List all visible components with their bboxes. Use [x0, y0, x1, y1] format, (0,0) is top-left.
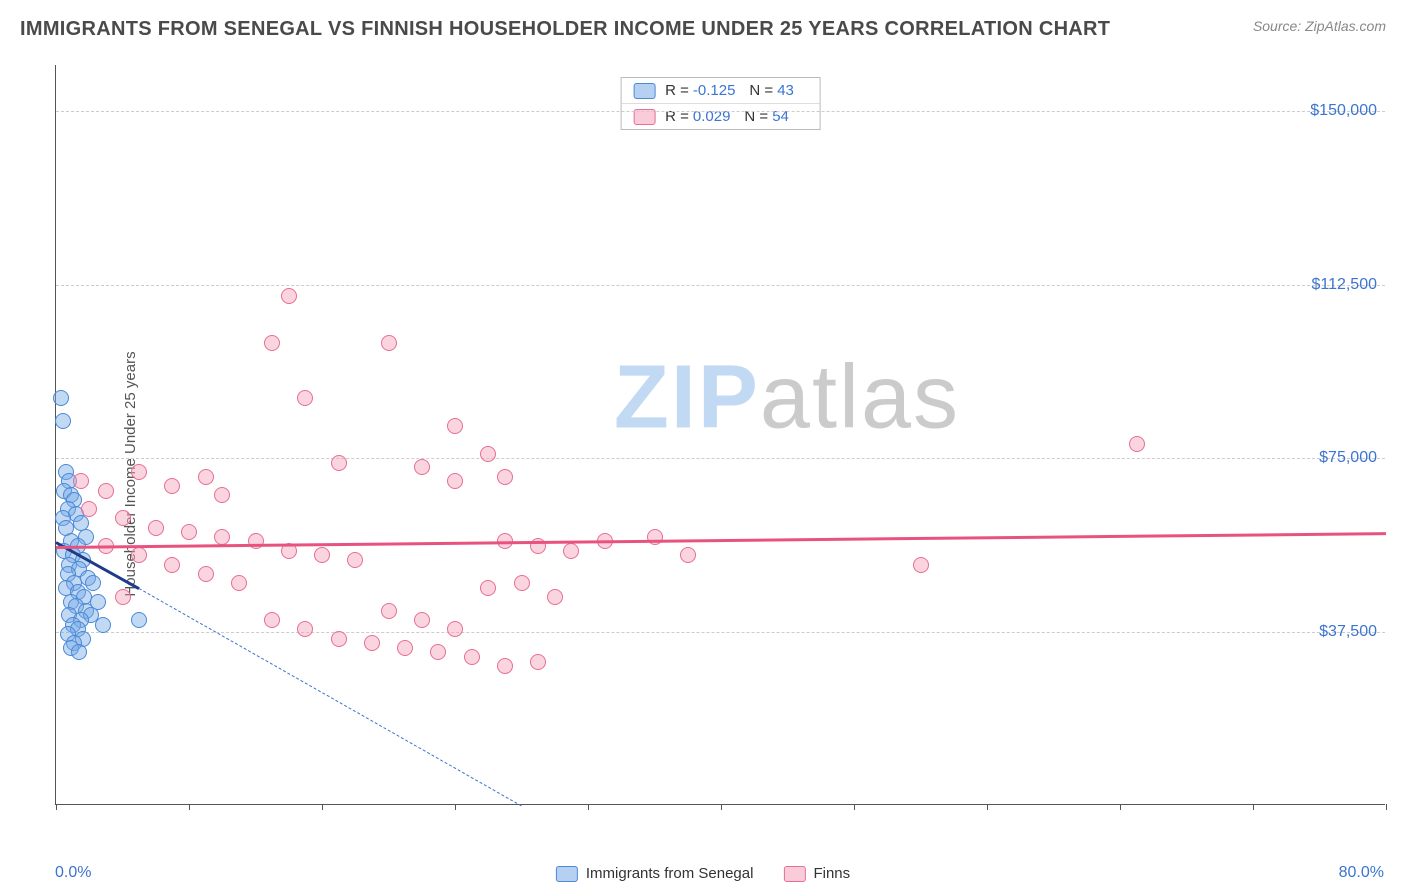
scatter-point-finns [397, 640, 413, 656]
plot-area: ZIPatlas R =-0.125N =43 R =0.029N =54 $3… [55, 65, 1385, 805]
scatter-point-finns [497, 469, 513, 485]
scatter-point-finns [381, 335, 397, 351]
scatter-point-finns [181, 524, 197, 540]
scatter-point-finns [164, 478, 180, 494]
x-tick [1253, 804, 1254, 810]
scatter-point-finns [231, 575, 247, 591]
scatter-point-senegal [53, 390, 69, 406]
correlation-legend: R =-0.125N =43 R =0.029N =54 [620, 77, 821, 130]
x-tick [854, 804, 855, 810]
x-tick [455, 804, 456, 810]
x-tick [588, 804, 589, 810]
scatter-point-finns [131, 547, 147, 563]
scatter-point-finns [314, 547, 330, 563]
scatter-point-finns [264, 612, 280, 628]
legend-row-senegal: R =-0.125N =43 [621, 78, 820, 103]
scatter-point-finns [447, 473, 463, 489]
scatter-point-finns [514, 575, 530, 591]
scatter-point-finns [414, 459, 430, 475]
scatter-point-finns [364, 635, 380, 651]
x-tick [721, 804, 722, 810]
scatter-point-finns [297, 621, 313, 637]
scatter-point-finns [98, 483, 114, 499]
scatter-point-finns [347, 552, 363, 568]
scatter-point-finns [198, 469, 214, 485]
scatter-point-finns [414, 612, 430, 628]
scatter-point-finns [214, 529, 230, 545]
legend-label-finns: Finns [813, 865, 850, 882]
scatter-point-finns [547, 589, 563, 605]
scatter-point-finns [198, 566, 214, 582]
scatter-point-finns [464, 649, 480, 665]
legend-label-senegal: Immigrants from Senegal [586, 865, 754, 882]
swatch-blue-icon [556, 866, 578, 882]
y-tick-label: $150,000 [1310, 102, 1377, 120]
x-tick [189, 804, 190, 810]
legend-row-finns: R =0.029N =54 [621, 103, 820, 129]
series-legend: Immigrants from Senegal Finns [556, 865, 850, 882]
scatter-point-finns [281, 288, 297, 304]
legend-item-senegal: Immigrants from Senegal [556, 865, 754, 882]
scatter-point-finns [480, 446, 496, 462]
scatter-point-finns [297, 390, 313, 406]
scatter-point-finns [480, 580, 496, 596]
scatter-point-finns [497, 658, 513, 674]
n-value-senegal: 43 [777, 82, 794, 99]
scatter-point-finns [131, 464, 147, 480]
legend-item-finns: Finns [783, 865, 850, 882]
scatter-point-finns [264, 335, 280, 351]
gridline [56, 632, 1385, 633]
watermark-zip: ZIP [614, 347, 760, 447]
scatter-point-finns [148, 520, 164, 536]
r-value-senegal: -0.125 [693, 82, 736, 99]
scatter-point-finns [73, 473, 89, 489]
x-max-label: 80.0% [1339, 864, 1384, 882]
x-tick [56, 804, 57, 810]
scatter-point-finns [530, 654, 546, 670]
scatter-point-finns [680, 547, 696, 563]
y-tick-label: $112,500 [1311, 276, 1377, 294]
scatter-point-finns [447, 621, 463, 637]
scatter-point-finns [1129, 436, 1145, 452]
x-min-label: 0.0% [55, 864, 91, 882]
watermark: ZIPatlas [614, 346, 960, 449]
trendline-senegal-extrapolated [139, 588, 522, 806]
gridline [56, 285, 1385, 286]
gridline [56, 111, 1385, 112]
scatter-point-finns [430, 644, 446, 660]
scatter-point-finns [115, 589, 131, 605]
scatter-point-senegal [131, 612, 147, 628]
gridline [56, 458, 1385, 459]
scatter-point-finns [331, 455, 347, 471]
scatter-point-finns [447, 418, 463, 434]
x-tick [987, 804, 988, 810]
scatter-point-finns [563, 543, 579, 559]
scatter-point-senegal [55, 413, 71, 429]
x-tick [1120, 804, 1121, 810]
chart-container: Householder Income Under 25 years ZIPatl… [0, 55, 1406, 892]
watermark-atlas: atlas [760, 347, 960, 447]
swatch-blue-icon [633, 83, 655, 99]
y-tick-label: $75,000 [1319, 449, 1377, 467]
scatter-point-finns [81, 501, 97, 517]
scatter-point-finns [913, 557, 929, 573]
r-label-senegal: R =-0.125N =43 [665, 82, 808, 99]
chart-title: IMMIGRANTS FROM SENEGAL VS FINNISH HOUSE… [20, 18, 1110, 41]
source-attribution: Source: ZipAtlas.com [1253, 18, 1386, 34]
scatter-point-finns [164, 557, 180, 573]
scatter-point-finns [381, 603, 397, 619]
x-tick [322, 804, 323, 810]
swatch-pink-icon [783, 866, 805, 882]
x-tick [1386, 804, 1387, 810]
scatter-point-senegal [71, 644, 87, 660]
scatter-point-finns [115, 510, 131, 526]
scatter-point-finns [331, 631, 347, 647]
scatter-point-finns [214, 487, 230, 503]
scatter-point-senegal [95, 617, 111, 633]
y-tick-label: $37,500 [1319, 623, 1377, 641]
